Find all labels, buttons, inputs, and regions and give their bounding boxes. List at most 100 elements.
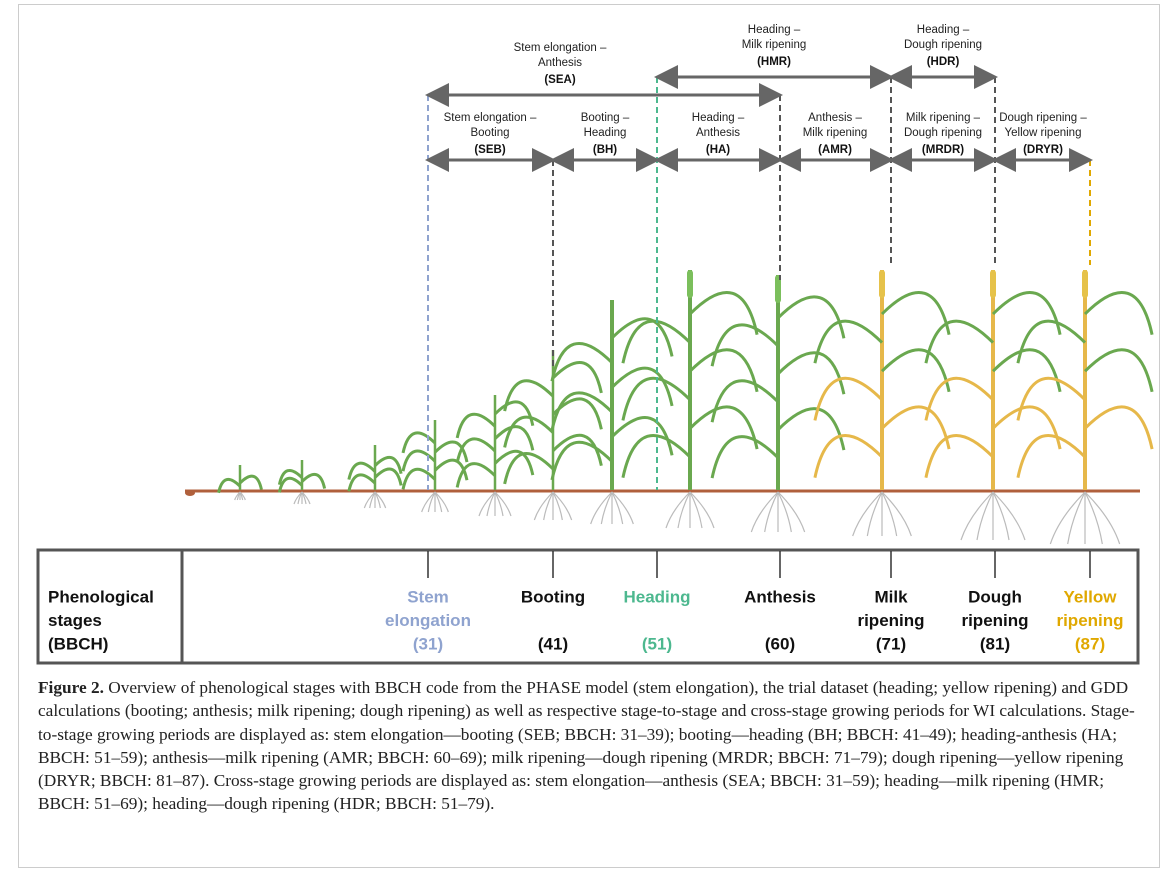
- caption: Figure 2. Overview of phenological stage…: [38, 676, 1138, 816]
- plant-leaf: [1083, 348, 1154, 393]
- plant-leaf: [503, 379, 555, 412]
- plant-leaf: [621, 434, 692, 478]
- plant-root: [1049, 491, 1086, 545]
- plant-leaf: [300, 472, 327, 489]
- plant-root: [852, 491, 883, 537]
- plant-leaf: [1083, 405, 1154, 450]
- plant-leaf: [503, 415, 555, 448]
- seed: [185, 490, 195, 496]
- period-label: Milk ripening: [803, 127, 868, 139]
- plant-leaf: [688, 405, 759, 450]
- stage-code: (87): [1075, 634, 1105, 653]
- period-label: Stem elongation –: [514, 42, 607, 54]
- plant-root: [434, 491, 449, 513]
- period-label: Booting: [470, 127, 509, 139]
- table-label: (BBCH): [48, 634, 108, 653]
- plant-leaf: [277, 476, 304, 493]
- plant-root: [1067, 491, 1086, 545]
- stage-code: (41): [538, 634, 568, 653]
- table-label: stages: [48, 611, 102, 630]
- table-label: Phenological: [48, 587, 154, 606]
- plant-leaf: [433, 458, 469, 481]
- plant-leaf: [347, 461, 377, 480]
- period-label: Booting –: [581, 112, 630, 124]
- period-abbr: (HDR): [927, 56, 960, 68]
- plant-root: [881, 491, 898, 537]
- plant-root: [552, 491, 563, 521]
- period-label: Heading –: [748, 24, 801, 36]
- plant-leaf: [610, 317, 674, 357]
- plant-leaf: [550, 440, 614, 481]
- plant-leaf: [991, 405, 1062, 450]
- plant-leaf: [455, 412, 497, 439]
- stage-name: Booting: [521, 587, 585, 606]
- plant-leaf: [813, 434, 884, 478]
- plant-leaf: [710, 435, 780, 479]
- plant-root: [750, 491, 779, 533]
- stage-code: (60): [765, 634, 795, 653]
- plant-ear: [775, 275, 781, 303]
- plant-leaf: [813, 319, 884, 364]
- plant-root: [1084, 491, 1103, 545]
- plant-leaf: [551, 361, 603, 394]
- plant-leaf: [610, 416, 674, 456]
- plant-leaf: [238, 474, 263, 490]
- stage-code: (71): [876, 634, 906, 653]
- plant-root: [689, 491, 703, 529]
- plant-leaf: [776, 407, 846, 451]
- plant-leaf: [401, 431, 437, 454]
- plant-root: [239, 491, 246, 501]
- period-abbr: (SEA): [544, 74, 575, 86]
- plant-leaf: [373, 455, 403, 475]
- period-label: Milk ripening: [742, 39, 807, 51]
- period-label: Heading: [584, 127, 627, 139]
- plant-leaf: [621, 319, 692, 364]
- plant-leaf: [880, 405, 951, 450]
- plant-root: [677, 491, 691, 529]
- plant-root: [369, 491, 376, 509]
- plant-leaf: [924, 434, 995, 478]
- period-label: Heading –: [917, 24, 970, 36]
- plant-root: [374, 491, 387, 509]
- plant-leaf: [217, 477, 242, 494]
- plant-root: [764, 491, 779, 533]
- period-label: Anthesis: [538, 57, 582, 69]
- plant-root: [486, 491, 496, 517]
- plant-leaf: [880, 348, 951, 393]
- period-label: Milk ripening –: [906, 112, 981, 124]
- plant-root: [777, 491, 792, 533]
- plant-root: [543, 491, 554, 521]
- period-abbr: (MRDR): [922, 144, 964, 156]
- period-label: Anthesis: [696, 127, 740, 139]
- period-label: Stem elongation –: [444, 112, 537, 124]
- plant-leaf: [880, 291, 951, 335]
- plant-root: [992, 491, 1026, 541]
- plant-leaf: [373, 467, 403, 486]
- period-abbr: (AMR): [818, 144, 852, 156]
- stage-code: (31): [413, 634, 443, 653]
- plant-leaf: [433, 440, 469, 463]
- stage-code: (81): [980, 634, 1010, 653]
- plant-leaf: [1016, 376, 1087, 421]
- plant-root: [533, 491, 554, 521]
- plant-leaf: [924, 319, 995, 364]
- caption-label: Figure 2.: [38, 678, 104, 697]
- plant-leaf: [455, 462, 497, 488]
- plant-leaf: [813, 376, 884, 421]
- plant-root: [611, 491, 624, 525]
- stage-name: Milk: [874, 587, 908, 606]
- plant-leaf: [493, 425, 535, 451]
- plant-root: [552, 491, 573, 521]
- plant-root: [992, 491, 1010, 541]
- stage-name: elongation: [385, 611, 471, 630]
- plant-leaf: [551, 433, 603, 466]
- plant-root: [665, 491, 691, 529]
- period-label: Dough ripening –: [999, 112, 1087, 124]
- plant-root: [301, 491, 311, 505]
- plant-leaf: [710, 379, 780, 423]
- stage-name: Dough: [968, 587, 1022, 606]
- plant-root: [866, 491, 883, 537]
- plant-leaf: [776, 351, 846, 395]
- plant-root: [960, 491, 994, 541]
